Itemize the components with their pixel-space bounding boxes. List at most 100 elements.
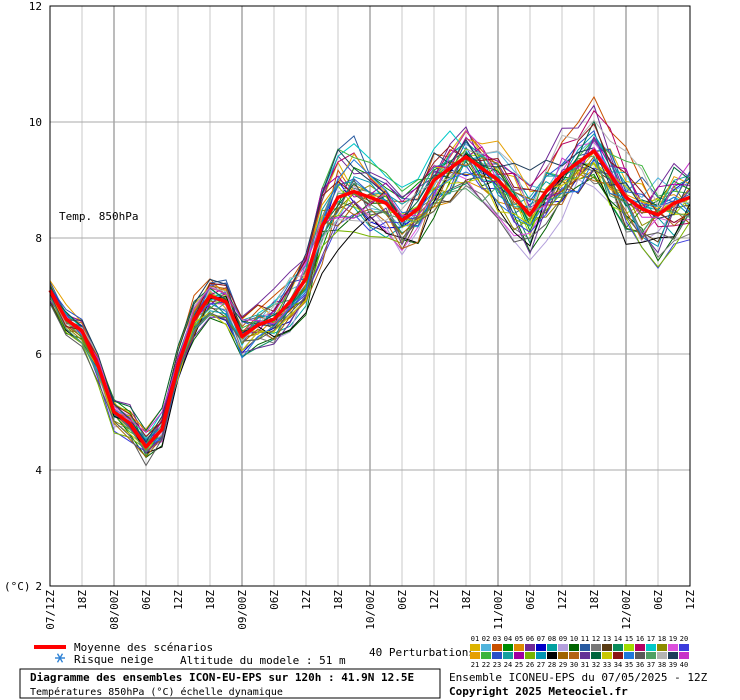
member-swatch [492,652,502,659]
member-number: 03 [493,635,501,643]
member-swatch [602,644,612,651]
member-number: 04 [504,635,512,643]
x-tick-label: 18Z [588,590,601,610]
mean-series-line [48,149,691,449]
member-swatch [657,644,667,651]
member-number: 07 [537,635,545,643]
member-swatch [668,652,678,659]
x-tick-label: 06Z [140,590,153,610]
perturbation-line [49,153,691,454]
perturbation-line [49,157,691,444]
perturbation-line [49,163,691,453]
member-swatch [624,652,634,659]
member-swatch [646,652,656,659]
member-swatch [525,652,535,659]
footer-subtitle: Températures 850hPa (°C) échelle dynamiq… [30,686,283,698]
y-tick-labels: 2 4 6 8 10 12 [29,0,43,593]
perturbation-line [49,123,691,438]
member-number: 18 [658,635,666,643]
member-swatch [580,644,590,651]
member-swatch [635,644,645,651]
y-tick-label: 2 [35,580,42,593]
member-swatch [503,652,513,659]
member-number: 31 [581,661,589,669]
member-swatch [569,652,579,659]
run-info: Ensemble ICONEU-EPS du 07/05/2025 - 12Z [449,671,708,684]
x-tick-label: 12Z [684,590,697,610]
perturbation-line [49,165,691,467]
series-label: Temp. 850hPa [59,210,138,223]
member-number: 35 [625,661,633,669]
member-number: 29 [559,661,567,669]
y-tick-label: 6 [35,348,42,361]
member-swatch [668,644,678,651]
member-swatch [514,652,524,659]
member-number: 15 [625,635,633,643]
member-number: 01 [471,635,479,643]
member-swatch [657,652,667,659]
x-tick-label: 06Z [396,590,409,610]
y-tick-label: 4 [35,464,42,477]
y-axis-label: (°C) [4,580,31,593]
member-number: 06 [526,635,534,643]
member-number: 25 [515,661,523,669]
member-swatch [547,652,557,659]
member-swatch [580,652,590,659]
member-swatch [602,652,612,659]
member-swatch [547,644,557,651]
x-tick-label: 18Z [332,590,345,610]
footer-box [19,668,441,699]
perturbation-line [49,176,691,454]
member-number: 34 [614,661,622,669]
member-number: 40 [680,661,688,669]
snowflake-icon [55,653,65,663]
member-number: 11 [581,635,589,643]
member-number: 17 [647,635,655,643]
x-tick-label: 08/00Z [108,590,121,630]
x-tick-label: 18Z [460,590,473,610]
member-number: 10 [570,635,578,643]
copyright: Copyright 2025 Meteociel.fr [449,685,628,698]
perturbations-label: 40 Perturbations [369,646,475,659]
x-tick-label: 06Z [652,590,665,610]
footer-title: Diagramme des ensembles ICON-EU-EPS sur … [30,671,414,684]
member-number: 22 [482,661,490,669]
member-number: 16 [636,635,644,643]
x-tick-label: 12Z [172,590,185,610]
member-number: 27 [537,661,545,669]
member-number: 09 [559,635,567,643]
member-swatch [492,644,502,651]
member-swatch [470,644,480,651]
member-number: 36 [636,661,644,669]
member-color-grid: 01 02 03 04 05 06 07 08 09 10 11 12 13 14 15 16 17 18 19 20… [470,635,689,669]
x-tick-label: 10/00Z [364,590,377,630]
mean-line [48,149,691,449]
member-number: 24 [504,661,512,669]
member-number: 33 [603,661,611,669]
member-number: 30 [570,661,578,669]
x-tick-label: 07/12Z [44,590,57,630]
y-tick-label: 10 [29,116,42,129]
x-tick-label: 11/00Z [492,590,505,630]
member-swatch [679,644,689,651]
member-number: 32 [592,661,600,669]
perturbation-line [49,155,691,458]
y-tick-label: 8 [35,232,42,245]
snow-legend-label: Risque neige [74,653,153,666]
member-swatch [558,652,568,659]
member-swatch [613,644,623,651]
perturbation-line [49,119,691,432]
mean-legend-label: Moyenne des scénarios [74,641,213,654]
member-swatch [514,644,524,651]
member-swatch [591,644,601,651]
member-number: 13 [603,635,611,643]
x-tick-label: 06Z [268,590,281,610]
member-swatch [624,644,634,651]
member-number: 39 [669,661,677,669]
member-swatch [503,644,513,651]
x-tick-label: 18Z [204,590,217,610]
x-tick-label: 09/00Z [236,590,249,630]
member-number: 12 [592,635,600,643]
x-tick-label: 12Z [556,590,569,610]
